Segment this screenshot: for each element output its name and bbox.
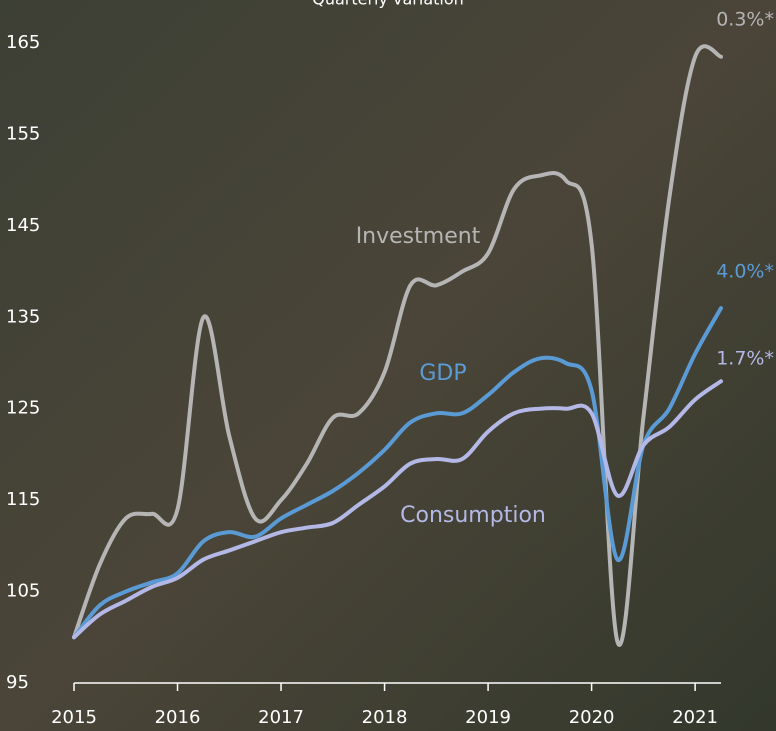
series-label: GDP	[419, 361, 466, 386]
end-label: 1.7%*	[716, 348, 774, 370]
x-tick-label: 2015	[51, 707, 97, 728]
y-tick-label: 125	[6, 398, 40, 419]
x-tick-label: 2019	[465, 707, 511, 728]
x-tick-label: 2018	[362, 707, 408, 728]
y-tick-label: 135	[6, 306, 40, 327]
y-tick-label: 115	[6, 489, 40, 510]
y-tick-label: 105	[6, 581, 40, 602]
x-tick-label: 2017	[258, 707, 304, 728]
chart-title: Quarterly variation	[312, 0, 464, 9]
series-label: Consumption	[400, 503, 546, 528]
end-label: 4.0%*	[716, 261, 774, 283]
x-tick-label: 2016	[155, 707, 201, 728]
chart: Quarterly variation Investment GDP Consu…	[0, 0, 776, 731]
y-tick-label: 155	[6, 123, 40, 144]
x-tick-label: 2021	[672, 707, 718, 728]
page: {"chart_data": {"type": "line", "title":…	[0, 0, 776, 731]
end-label: 0.3%*	[716, 9, 774, 31]
series-label: Investment	[356, 224, 481, 249]
y-tick-label: 165	[6, 32, 40, 53]
y-tick-label: 145	[6, 215, 40, 236]
x-tick-label: 2020	[569, 707, 615, 728]
y-tick-label: 95	[6, 672, 29, 693]
